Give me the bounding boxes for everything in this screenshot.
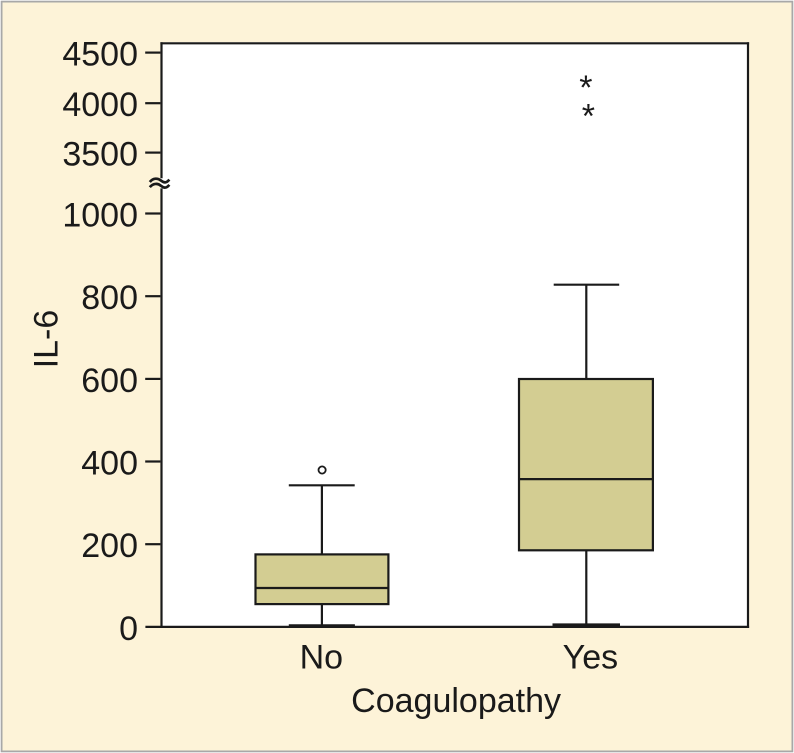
- svg-text:800: 800: [81, 279, 138, 317]
- svg-text:No: No: [300, 639, 343, 677]
- svg-text:4500: 4500: [62, 36, 138, 74]
- svg-text:400: 400: [81, 445, 138, 483]
- svg-text:200: 200: [81, 527, 138, 565]
- svg-text:3500: 3500: [62, 136, 138, 174]
- svg-text:Coagulopathy: Coagulopathy: [351, 682, 561, 720]
- svg-text:*: *: [582, 97, 595, 135]
- svg-text:1000: 1000: [62, 197, 138, 235]
- svg-text:0: 0: [119, 610, 138, 648]
- svg-text:600: 600: [81, 362, 138, 400]
- svg-text:*: *: [579, 69, 592, 107]
- svg-text:4000: 4000: [62, 86, 138, 124]
- svg-text:Yes: Yes: [563, 639, 618, 677]
- svg-text:IL-6: IL-6: [28, 310, 66, 369]
